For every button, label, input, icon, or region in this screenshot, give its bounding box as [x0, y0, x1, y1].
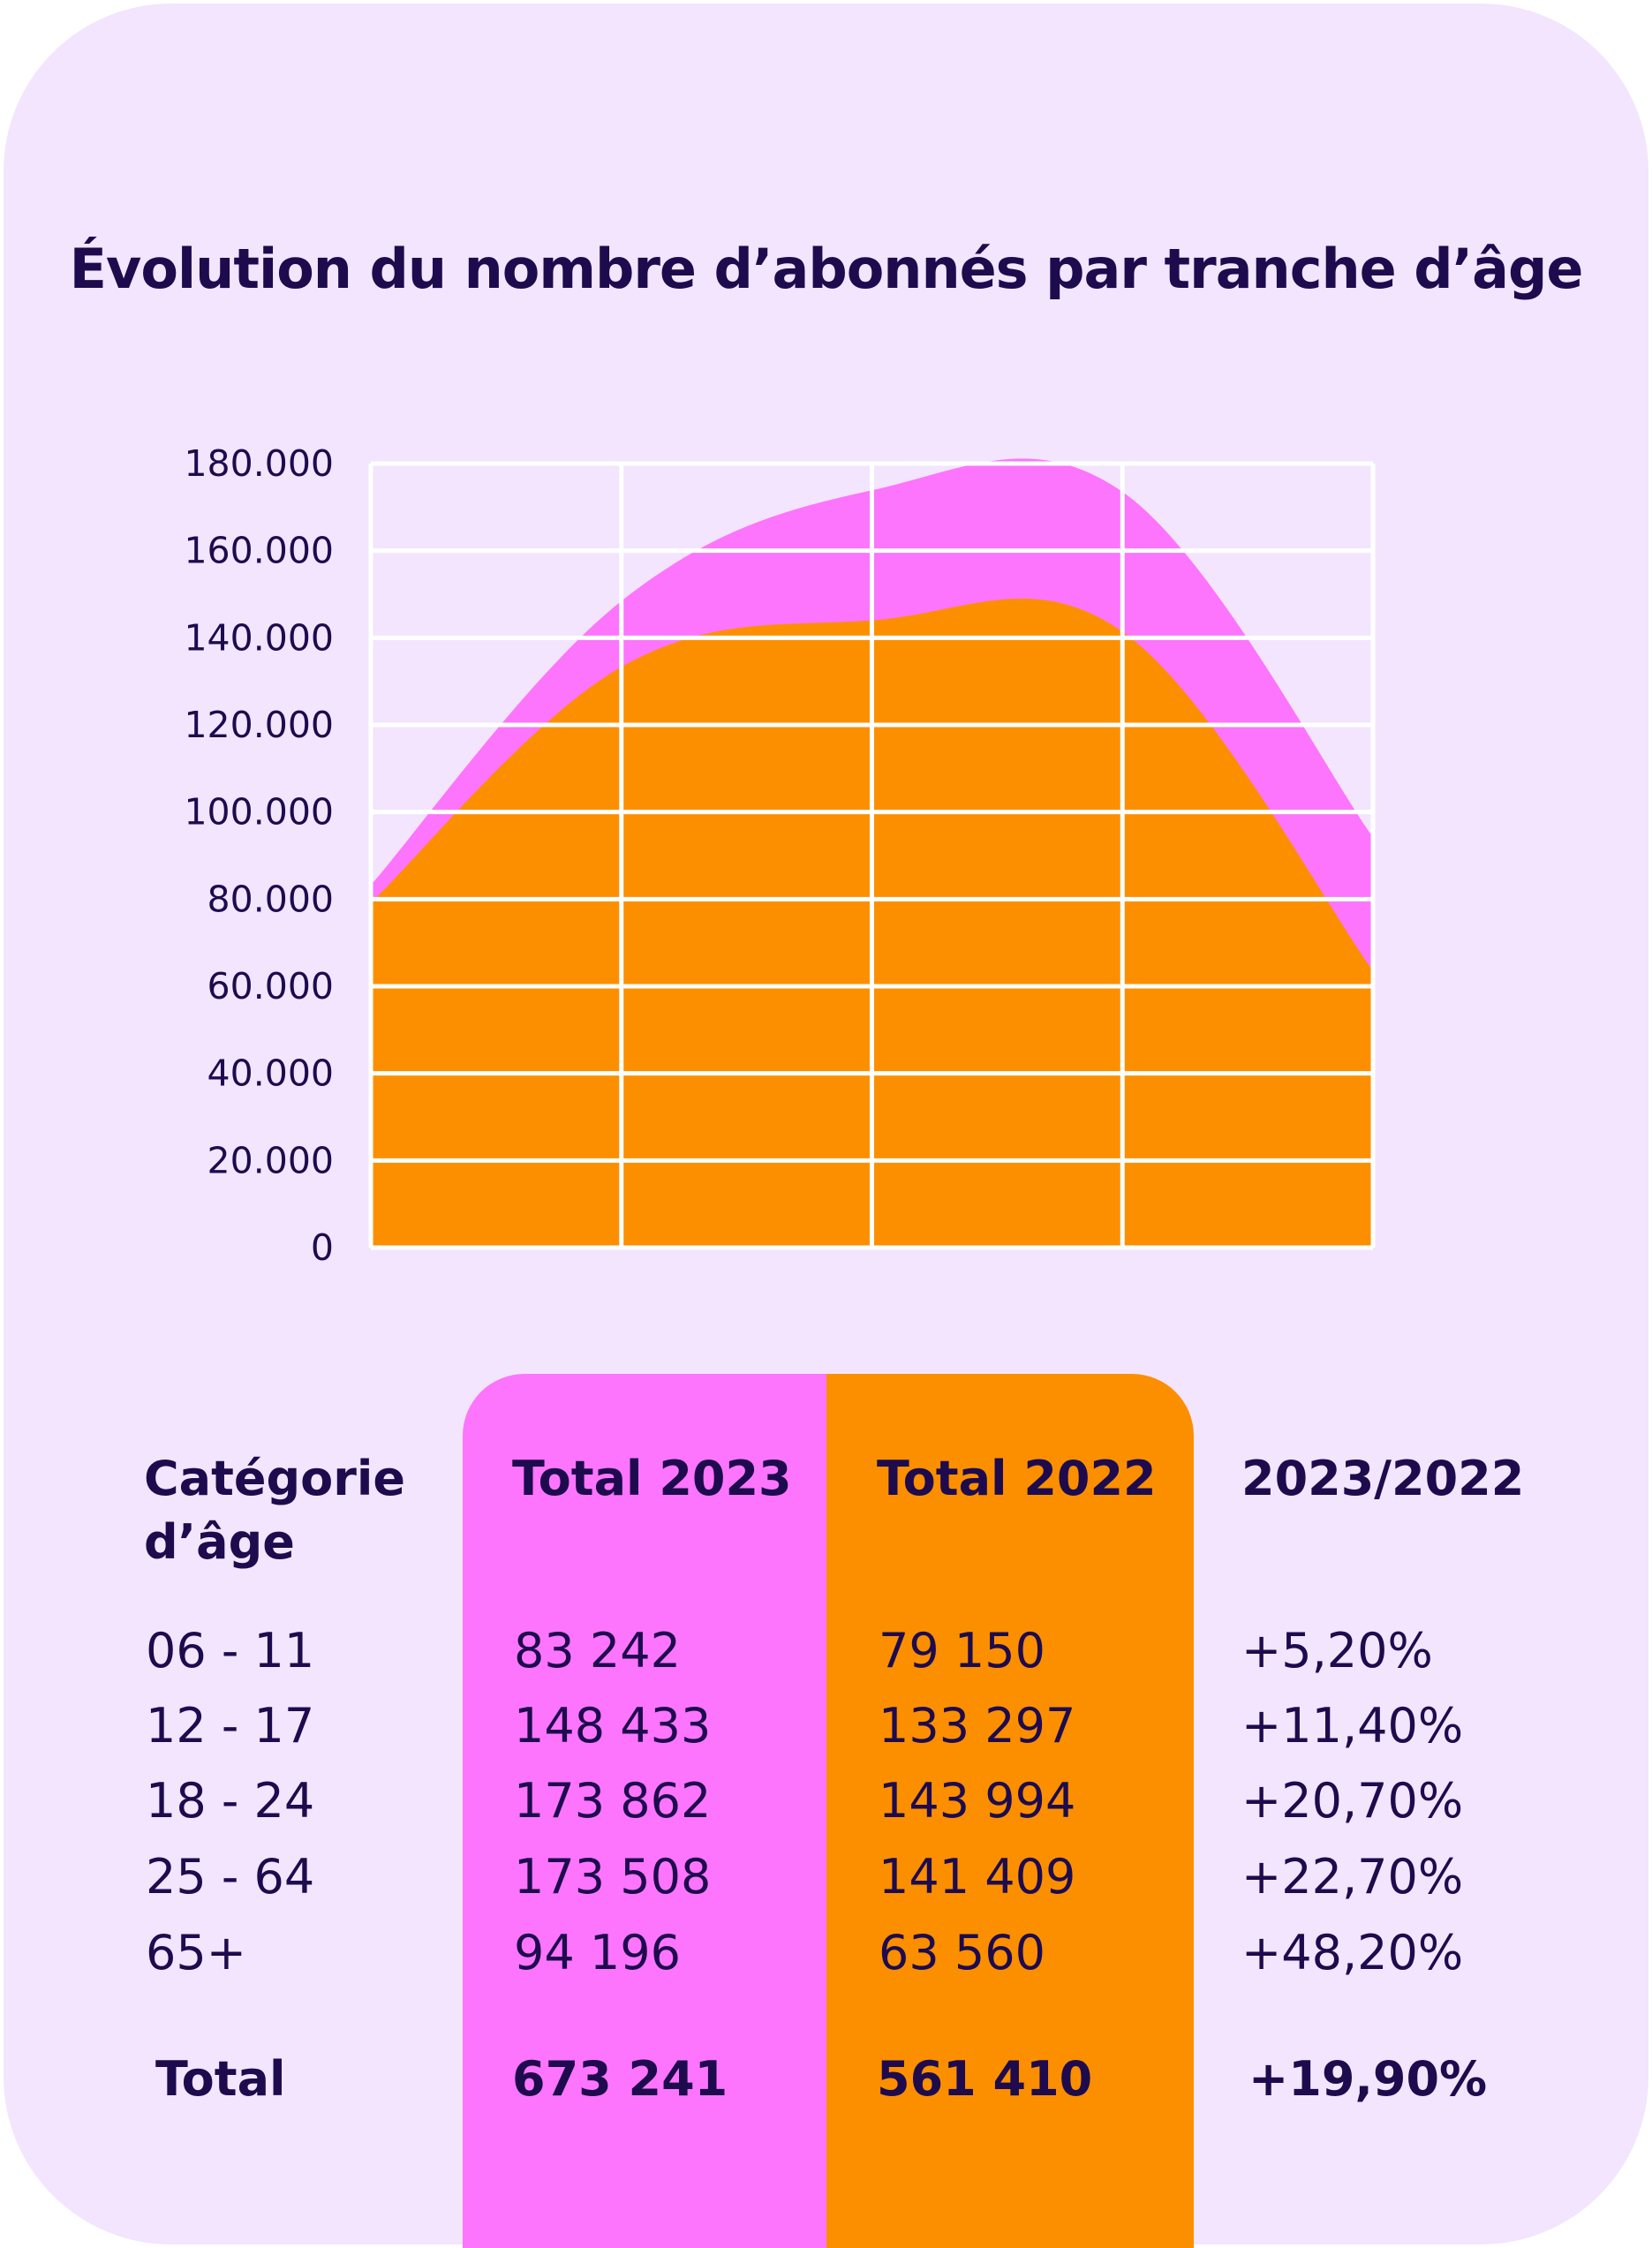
- row-category: 12 - 17: [146, 1698, 315, 1754]
- chart-grid: [368, 461, 1376, 1250]
- area-chart: 0 20.000 40.000 60.000 80.000 100.000 120.000 1…: [184, 442, 1376, 1269]
- column-highlight-2022: [826, 1374, 1194, 2248]
- row-category: 25 - 64: [146, 1849, 315, 1905]
- row-ratio: +5,20%: [1241, 1623, 1433, 1678]
- y-tick-label: 140.000: [184, 616, 334, 659]
- header-category-line1: Catégorie: [144, 1451, 406, 1506]
- y-tick-label: 0: [311, 1226, 334, 1269]
- y-tick-label: 60.000: [207, 965, 334, 1007]
- header-category-line2: d’âge: [144, 1514, 295, 1570]
- chart-title: Évolution du nombre d’abonnés par tranch…: [69, 237, 1584, 301]
- row-total-2022: 141 409: [879, 1849, 1076, 1905]
- row-category: 65+: [146, 1925, 246, 1980]
- row-total-2023: 173 862: [514, 1773, 712, 1829]
- header-total-2023: Total 2023: [512, 1451, 792, 1506]
- row-ratio: +20,70%: [1241, 1773, 1464, 1829]
- y-tick-label: 100.000: [184, 791, 334, 834]
- y-tick-label: 120.000: [184, 704, 334, 746]
- row-category: 18 - 24: [146, 1773, 315, 1829]
- row-category: 06 - 11: [146, 1623, 315, 1678]
- column-highlight-2023: [463, 1374, 826, 2248]
- y-tick-label: 40.000: [207, 1052, 334, 1095]
- header-total-2022: Total 2022: [877, 1451, 1157, 1506]
- row-total-2023: 94 196: [514, 1925, 681, 1980]
- total-label: Total: [155, 2051, 286, 2107]
- row-total-2022: 63 560: [879, 1925, 1045, 1980]
- row-total-2022: 133 297: [879, 1698, 1076, 1754]
- y-axis-ticks: 0 20.000 40.000 60.000 80.000 100.000 120.000 1…: [184, 442, 334, 1269]
- row-ratio: +22,70%: [1241, 1849, 1464, 1905]
- row-total-2023: 83 242: [514, 1623, 681, 1678]
- y-tick-label: 180.000: [184, 442, 334, 485]
- y-tick-label: 80.000: [207, 878, 334, 920]
- total-2023: 673 241: [512, 2051, 728, 2107]
- row-total-2022: 79 150: [879, 1623, 1045, 1678]
- row-ratio: +48,20%: [1241, 1925, 1464, 1980]
- y-tick-label: 20.000: [207, 1139, 334, 1181]
- row-total-2023: 148 433: [514, 1698, 712, 1754]
- y-tick-label: 160.000: [184, 530, 334, 572]
- header-ratio: 2023/2022: [1241, 1451, 1525, 1506]
- total-ratio: +19,90%: [1248, 2051, 1488, 2107]
- row-total-2023: 173 508: [514, 1849, 712, 1905]
- row-total-2022: 143 994: [879, 1773, 1076, 1829]
- total-2022: 561 410: [877, 2051, 1093, 2107]
- row-ratio: +11,40%: [1241, 1698, 1464, 1754]
